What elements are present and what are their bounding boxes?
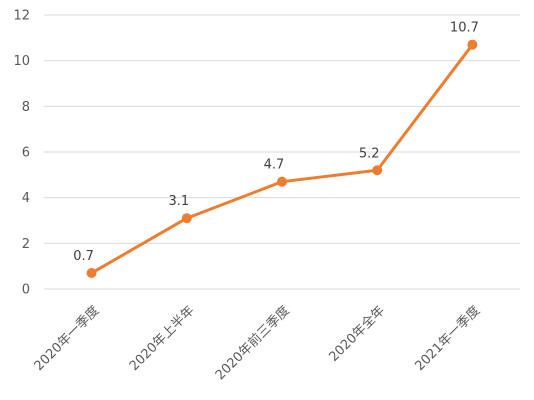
x-category-label: 2020年全年 bbox=[326, 303, 388, 365]
data-point bbox=[467, 39, 478, 50]
y-tick-label: 2 bbox=[22, 237, 30, 252]
data-label: 10.7 bbox=[450, 21, 479, 36]
x-category-label: 2020年一季度 bbox=[31, 303, 102, 374]
y-tick-label: 12 bbox=[13, 9, 30, 24]
data-point bbox=[372, 165, 383, 176]
y-tick-label: 10 bbox=[13, 54, 30, 69]
y-tick-label: 4 bbox=[22, 191, 30, 206]
y-axis-ticks: 0 2 4 6 8 10 12 bbox=[13, 9, 30, 298]
data-label: 4.7 bbox=[264, 158, 285, 173]
x-category-label: 2020年前三季度 bbox=[212, 303, 293, 384]
x-category-label: 2020年上半年 bbox=[127, 303, 198, 374]
data-label: 0.7 bbox=[73, 249, 94, 264]
gridlines bbox=[44, 14, 520, 290]
series-group bbox=[86, 39, 478, 279]
data-label: 3.1 bbox=[168, 194, 189, 209]
x-category-label: 2021年一季度 bbox=[412, 303, 483, 374]
y-tick-label: 6 bbox=[22, 146, 30, 161]
y-tick-label: 8 bbox=[22, 100, 30, 115]
data-label: 5.2 bbox=[359, 146, 380, 161]
data-point bbox=[86, 268, 97, 279]
y-tick-label: 0 bbox=[22, 283, 30, 298]
x-axis-category-labels: 2020年一季度 2020年上半年 2020年前三季度 2020年全年 2021年一季度 bbox=[31, 303, 483, 384]
data-point bbox=[181, 213, 192, 224]
data-point bbox=[277, 176, 287, 187]
data-labels: 0.7 3.1 4.7 5.2 10.7 bbox=[73, 21, 479, 264]
